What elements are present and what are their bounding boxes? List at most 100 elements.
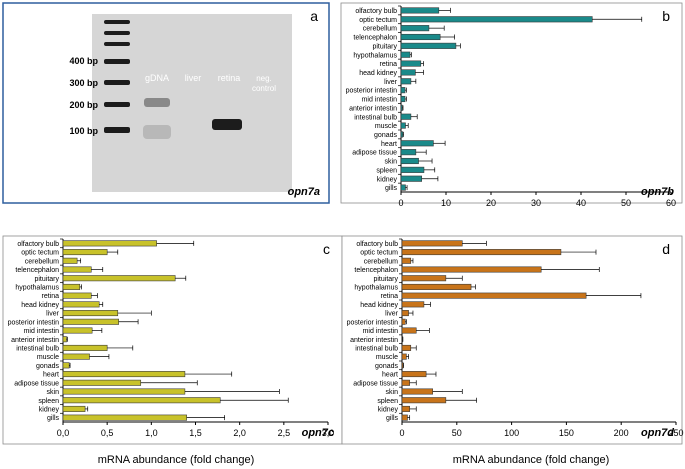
bar xyxy=(62,371,186,378)
y-tick-label: cerebellum xyxy=(363,26,397,33)
bar xyxy=(62,240,157,247)
y-tick-label: gills xyxy=(47,415,60,422)
gdna-smear xyxy=(143,125,171,139)
y-tick-label: intestinal bulb xyxy=(355,346,398,353)
y-tick-label: hypothalamus xyxy=(353,52,397,59)
y-tick-label: pituitary xyxy=(373,276,398,283)
y-tick-label: gonads xyxy=(36,363,59,370)
y-tick-label: optic tectum xyxy=(360,250,398,257)
lane-label-neg-control: neg. control xyxy=(252,74,276,93)
y-tick-label: adipose tissue xyxy=(14,380,59,387)
bar xyxy=(62,344,108,351)
x-tick-label: 2,5 xyxy=(278,428,291,438)
bar xyxy=(62,266,92,273)
bar xyxy=(401,275,447,282)
y-tick-label: kidney xyxy=(378,407,399,414)
bar xyxy=(401,327,417,334)
y-tick-label: kidney xyxy=(377,176,398,183)
bar xyxy=(401,301,425,308)
x-tick-label: 0 xyxy=(398,198,403,208)
gene-label-opn7b: opn7b xyxy=(641,186,674,198)
lane-label-retina: retina xyxy=(218,73,241,83)
y-tick-label: muscle xyxy=(37,354,59,361)
bar xyxy=(401,397,447,404)
bar xyxy=(62,388,186,395)
bar xyxy=(400,25,430,32)
ladder-label-400: 400 bp xyxy=(69,56,98,66)
y-tick-label: spleen xyxy=(376,167,397,174)
y-tick-label: posterior intestin xyxy=(8,319,59,326)
y-tick-label: anterior intestin xyxy=(349,105,397,112)
chart-panel-c: 0,0 0,5 1,0 1,5 2,0 2,5 3,0 olfactory bulb optic… xyxy=(2,235,343,445)
bar xyxy=(400,33,441,41)
y-tick-label: retina xyxy=(41,293,59,300)
gene-label-opn7c: opn7c xyxy=(302,427,334,439)
lane-label-liver: liver xyxy=(185,73,202,83)
bar xyxy=(401,388,433,395)
gdna-band xyxy=(144,98,170,107)
x-tick-label: 150 xyxy=(559,428,574,438)
bar xyxy=(62,327,93,334)
x-tick-label: 200 xyxy=(614,428,629,438)
y-tick-label: adipose tissue xyxy=(353,380,398,387)
y-tick-label: telencephalon xyxy=(354,267,398,274)
xlabel-left: mRNA abundance (fold change) xyxy=(98,454,255,466)
y-tick-label: gonads xyxy=(374,132,397,139)
bar xyxy=(400,113,412,120)
bar xyxy=(401,379,410,386)
panel-frame xyxy=(340,2,683,204)
y-tick-label: telencephalon xyxy=(15,267,59,274)
bar xyxy=(62,318,119,325)
bar xyxy=(400,7,440,14)
bar xyxy=(62,283,81,290)
chart-panel-d: 0 50 100 150 200 250 olfactory bulb optic tectu… xyxy=(341,235,684,445)
retina-band xyxy=(212,119,242,130)
y-tick-label: liver xyxy=(384,79,398,86)
y-tick-label: head kidney xyxy=(360,302,398,309)
y-tick-label: muscle xyxy=(376,354,398,361)
y-tick-label: posterior intestin xyxy=(347,319,398,326)
bar xyxy=(401,310,409,317)
y-tick-label: cerebellum xyxy=(25,258,59,265)
y-tick-label: mid intestin xyxy=(362,97,398,104)
y-tick-label: spleen xyxy=(38,398,59,405)
y-tick-label: heart xyxy=(381,141,397,148)
bar xyxy=(62,301,100,308)
gel-panel: 400 bp 300 bp 200 bp 100 bp gDNA liver r… xyxy=(2,2,330,204)
x-tick-label: 250 xyxy=(668,428,683,438)
y-tick-label: head kidney xyxy=(359,70,397,77)
xlabel-right: mRNA abundance (fold change) xyxy=(453,454,610,466)
bar xyxy=(401,292,587,299)
y-tick-label: heart xyxy=(382,372,398,379)
bar xyxy=(400,149,417,156)
bar xyxy=(400,69,416,76)
bar xyxy=(400,51,411,58)
y-tick-label: olfactory bulb xyxy=(355,8,397,15)
bar xyxy=(400,95,406,103)
x-tick-label: 20 xyxy=(486,198,496,208)
ladder-label-200: 200 bp xyxy=(69,100,98,110)
y-tick-label: olfactory bulb xyxy=(356,241,398,248)
bar xyxy=(400,122,406,129)
y-tick-label: cerebellum xyxy=(364,258,398,265)
bar xyxy=(400,16,593,23)
ladder-label-100: 100 bp xyxy=(69,126,98,136)
y-tick-label: posterior intestin xyxy=(346,88,397,95)
y-tick-label: optic tectum xyxy=(359,17,397,24)
y-tick-label: heart xyxy=(43,372,59,379)
y-tick-label: gills xyxy=(386,415,399,422)
ladder-bands xyxy=(104,20,130,133)
bar xyxy=(401,249,562,256)
panel-frame xyxy=(2,235,343,445)
bar xyxy=(62,379,142,386)
bar xyxy=(400,87,406,94)
bar xyxy=(401,240,463,247)
gene-label-opn7a: opn7a xyxy=(288,186,320,198)
bar xyxy=(400,104,403,111)
ladder-band xyxy=(104,20,130,24)
bar xyxy=(401,344,412,351)
x-tick-label: 30 xyxy=(531,198,541,208)
x-tick-label: 50 xyxy=(452,428,462,438)
